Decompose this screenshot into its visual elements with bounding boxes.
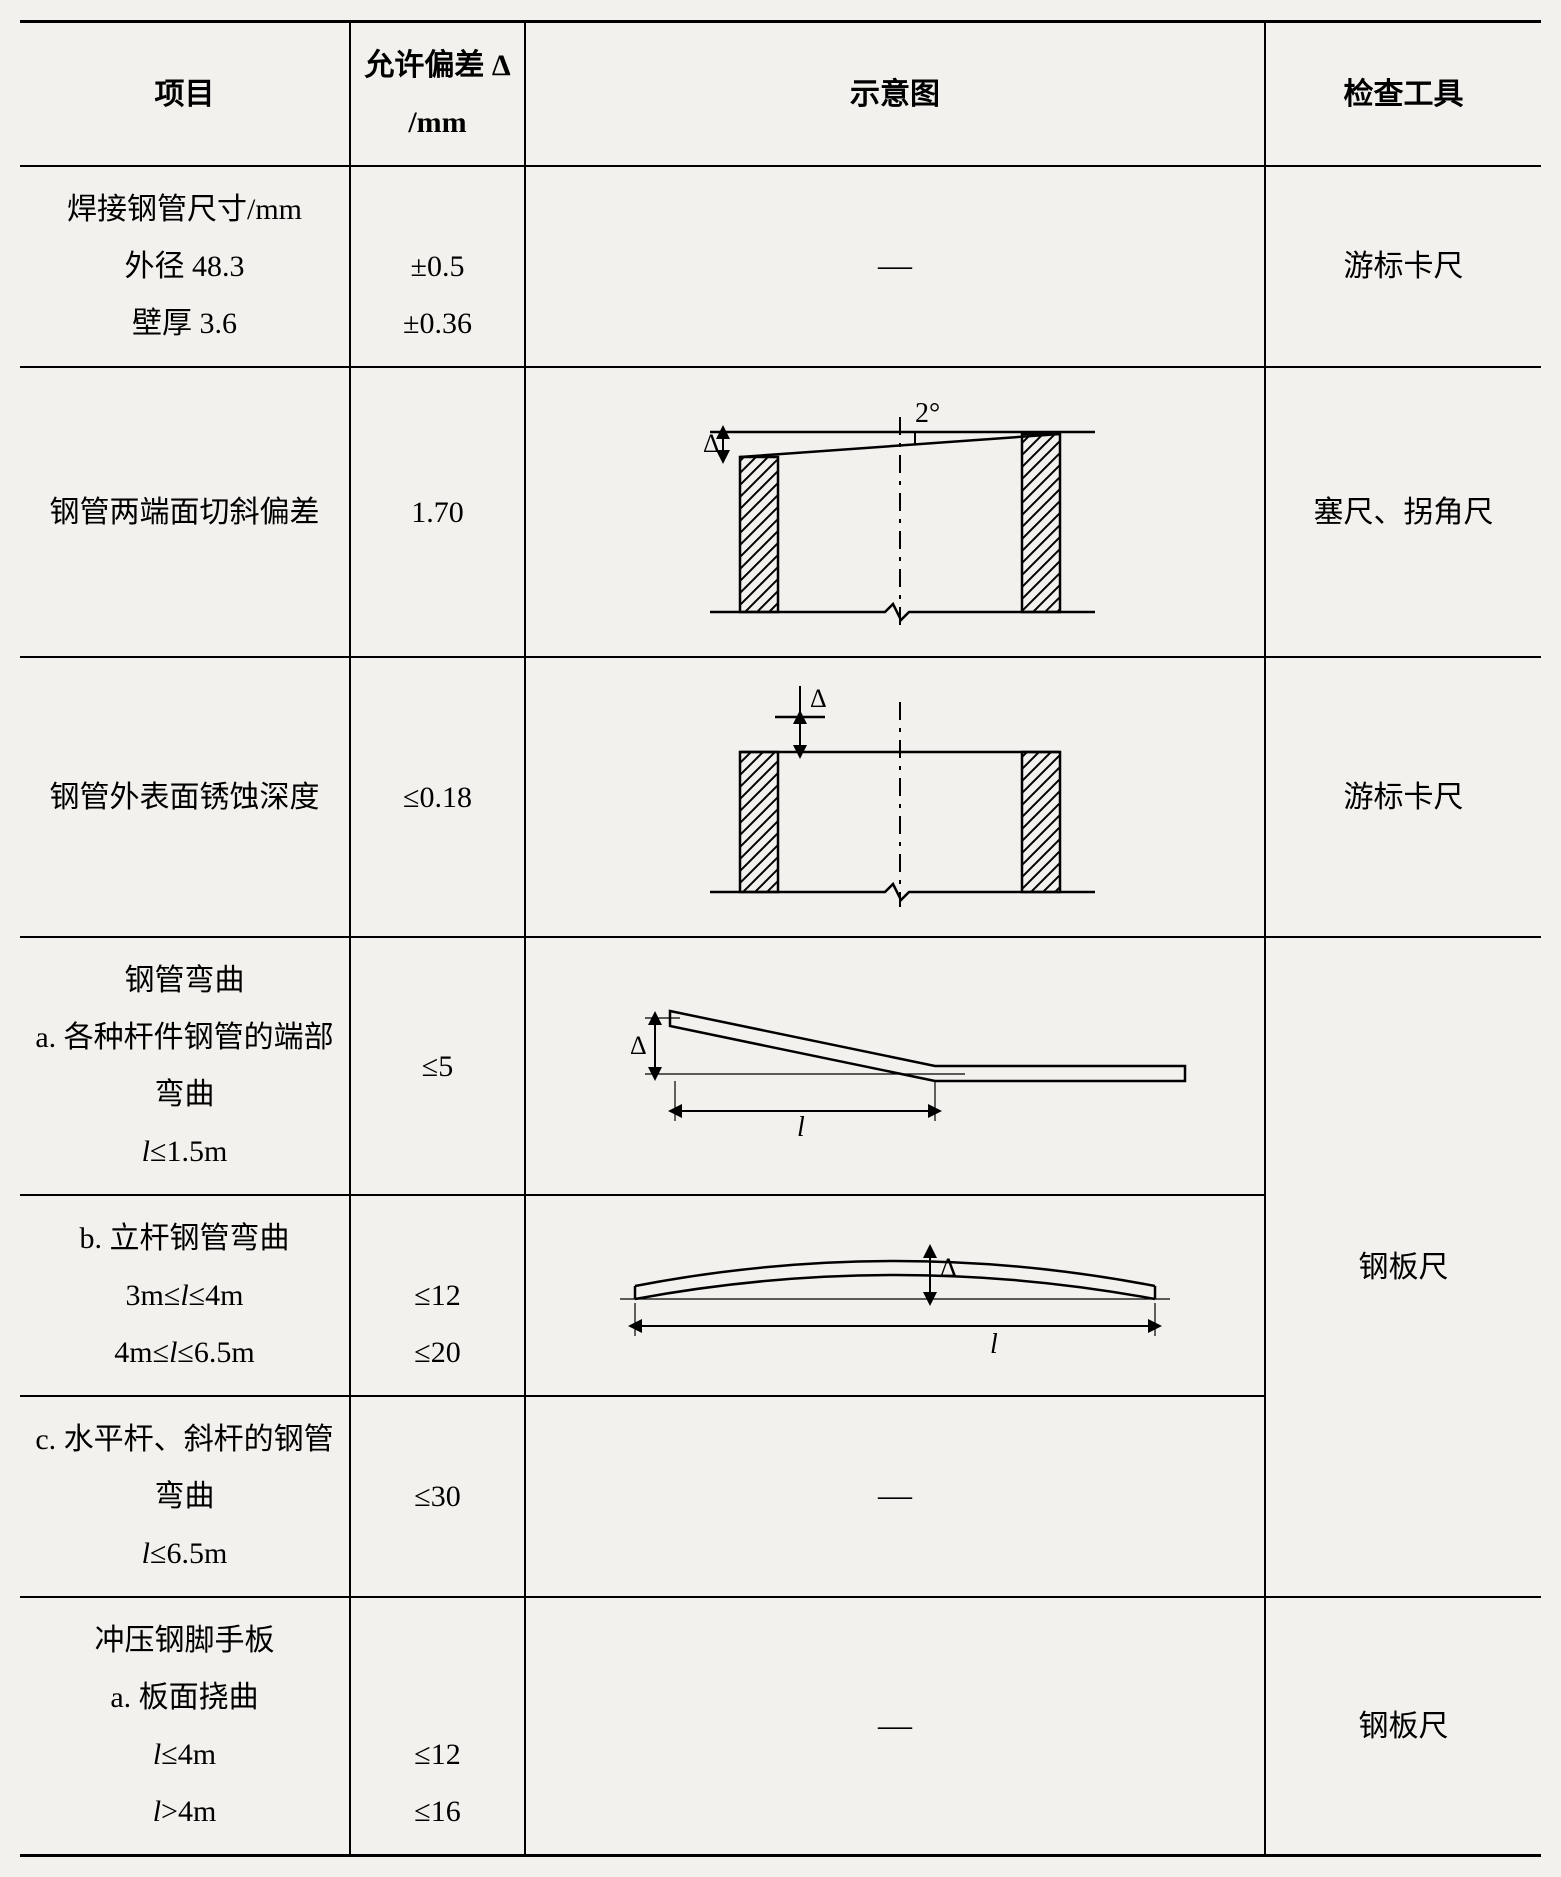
- tolerance-cell: ≤12 ≤20: [350, 1195, 525, 1396]
- tolerance-cell: ≤30: [350, 1396, 525, 1597]
- delta-label: Δ: [703, 429, 720, 458]
- item-cell: 钢管弯曲 a. 各种杆件钢管的端部弯曲 l≤1.5m: [20, 937, 350, 1195]
- table-header-row: 项目 允许偏差 Δ /mm 示意图 检查工具: [20, 22, 1541, 167]
- item-cell: 冲压钢脚手板 a. 板面挠曲 l≤4m l>4m: [20, 1597, 350, 1856]
- spec-table-page: 项目 允许偏差 Δ /mm 示意图 检查工具 焊接钢管尺寸/mm 外径 48.3…: [20, 20, 1541, 1857]
- table-row: 冲压钢脚手板 a. 板面挠曲 l≤4m l>4m ≤12 ≤16 — 钢板尺: [20, 1597, 1541, 1856]
- diagram-cell: —: [525, 1396, 1265, 1597]
- diagram-cell: Δ 2°: [525, 367, 1265, 657]
- delta-label: Δ: [940, 1253, 957, 1282]
- item-cell: 钢管外表面锈蚀深度: [20, 657, 350, 937]
- pipe-rust-depth-diagram: Δ: [615, 672, 1175, 922]
- pipe-end-bevel-diagram: Δ 2°: [615, 382, 1175, 642]
- angle-label: 2°: [915, 398, 940, 429]
- header-diagram: 示意图: [525, 22, 1265, 167]
- tool-cell: 塞尺、拐角尺: [1265, 367, 1541, 657]
- tolerance-cell: ≤12 ≤16: [350, 1597, 525, 1856]
- table-row: 钢管外表面锈蚀深度 ≤0.18: [20, 657, 1541, 937]
- delta-label: Δ: [810, 684, 827, 713]
- bow-bend-diagram: Δ l: [575, 1221, 1215, 1371]
- table-row: 焊接钢管尺寸/mm 外径 48.3 壁厚 3.6 ±0.5 ±0.36 — 游标…: [20, 166, 1541, 367]
- diagram-cell: Δ l: [525, 1195, 1265, 1396]
- l-label: l: [990, 1329, 998, 1360]
- item-cell: 焊接钢管尺寸/mm 外径 48.3 壁厚 3.6: [20, 166, 350, 367]
- tolerance-cell: ≤5: [350, 937, 525, 1195]
- table-row: 钢管两端面切斜偏差 1.70: [20, 367, 1541, 657]
- header-item: 项目: [20, 22, 350, 167]
- tolerance-table: 项目 允许偏差 Δ /mm 示意图 检查工具 焊接钢管尺寸/mm 外径 48.3…: [20, 20, 1541, 1857]
- tool-cell: 钢板尺: [1265, 937, 1541, 1597]
- tool-cell: 游标卡尺: [1265, 657, 1541, 937]
- diagram-cell: Δ l: [525, 937, 1265, 1195]
- table-row: 钢管弯曲 a. 各种杆件钢管的端部弯曲 l≤1.5m ≤5 Δ: [20, 937, 1541, 1195]
- diagram-cell: —: [525, 166, 1265, 367]
- diagram-cell: Δ: [525, 657, 1265, 937]
- item-cell: c. 水平杆、斜杆的钢管弯曲 l≤6.5m: [20, 1396, 350, 1597]
- delta-label: Δ: [630, 1031, 647, 1060]
- diagram-cell: —: [525, 1597, 1265, 1856]
- tool-cell: 钢板尺: [1265, 1597, 1541, 1856]
- tolerance-cell: 1.70: [350, 367, 525, 657]
- item-cell: 钢管两端面切斜偏差: [20, 367, 350, 657]
- end-bend-diagram: Δ l: [575, 986, 1215, 1146]
- header-tool: 检查工具: [1265, 22, 1541, 167]
- tolerance-cell: ±0.5 ±0.36: [350, 166, 525, 367]
- l-label: l: [797, 1112, 805, 1143]
- tolerance-cell: ≤0.18: [350, 657, 525, 937]
- header-tolerance: 允许偏差 Δ /mm: [350, 22, 525, 167]
- tool-cell: 游标卡尺: [1265, 166, 1541, 367]
- item-cell: b. 立杆钢管弯曲 3m≤l≤4m 4m≤l≤6.5m: [20, 1195, 350, 1396]
